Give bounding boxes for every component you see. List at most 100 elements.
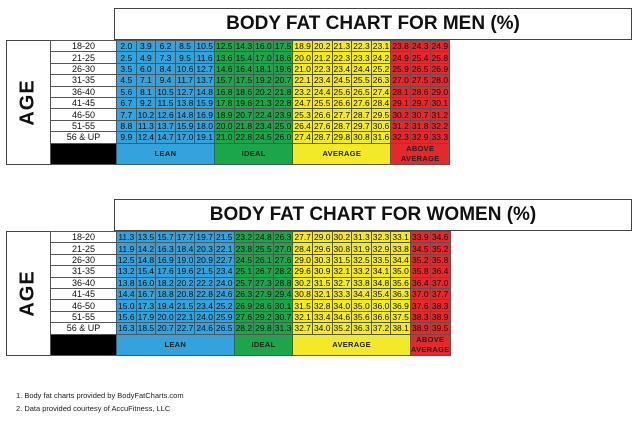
- men-cell: 16.0: [254, 41, 274, 52]
- men-age-group-label: 36-40: [51, 86, 117, 97]
- women-cell: 32.3: [371, 232, 391, 243]
- women-cell: 35.4: [371, 288, 391, 299]
- women-cell: 26.9: [234, 300, 254, 311]
- women-cell: 35.6: [352, 311, 372, 322]
- men-cell: 23.3: [352, 52, 372, 63]
- men-cell: 28.7: [312, 132, 332, 143]
- men-age-group-label: 26-30: [51, 63, 117, 74]
- men-cell: 26.3: [371, 75, 391, 86]
- women-age-group-label: 56 & UP: [51, 323, 117, 334]
- men-cell: 18.6: [273, 52, 293, 63]
- men-cell: 25.3: [293, 109, 313, 120]
- women-cell: 22.8: [195, 288, 215, 299]
- women-cell: 34.4: [391, 254, 411, 265]
- women-cell: 35.0: [391, 266, 411, 277]
- men-cell: 29.7: [352, 120, 372, 131]
- men-cell: 8.8: [117, 120, 137, 131]
- women-cell: 19.4: [156, 300, 176, 311]
- women-cell: 36.0: [371, 300, 391, 311]
- women-cell: 29.0: [312, 232, 332, 243]
- women-row-3: 26-30 12.5 14.8 16.9 19.0 20.9 22.7 24.5 26.1 27.…: [51, 254, 451, 265]
- men-cell: 8.4: [156, 63, 176, 74]
- men-cell: 14.7: [156, 132, 176, 143]
- women-cell: 35.2: [332, 323, 352, 334]
- women-cell: 14.4: [117, 288, 137, 299]
- men-cell: 23.4: [332, 63, 352, 74]
- men-cell: 26.5: [352, 86, 372, 97]
- women-cell: 24.0: [214, 277, 234, 288]
- men-age-group-label: 56 & UP: [51, 132, 117, 143]
- women-cell: 37.5: [391, 311, 411, 322]
- men-row-2: 21-25 2.5 4.9 7.3 9.5 11.6 13.6 15.4 17.0 18.6 20.…: [51, 52, 450, 63]
- men-cell: 2.5: [117, 52, 137, 63]
- men-chart-title: BODY FAT CHART FOR MEN (%): [114, 8, 632, 40]
- women-category-row: LEAN IDEAL AVERAGE ABOVE AVERAGE: [51, 334, 451, 355]
- women-cell: 25.2: [214, 300, 234, 311]
- men-age-axis: AGE: [6, 40, 50, 165]
- men-cell: 13.7: [156, 120, 176, 131]
- women-cell: 26.1: [254, 254, 274, 265]
- men-cell: 10.5: [195, 41, 215, 52]
- men-cell: 21.0: [293, 63, 313, 74]
- women-cell: 36.3: [391, 288, 411, 299]
- men-cell: 27.0: [391, 75, 411, 86]
- women-cell: 34.0: [332, 300, 352, 311]
- men-cell: 14.8: [175, 109, 195, 120]
- women-cell: 21.5: [175, 300, 195, 311]
- women-cell: 34.5: [410, 243, 430, 254]
- men-body-fat-table: 18-20 2.0 3.9 6.2 8.5 10.5 12.5 14.3 16.0 17.5 18.…: [50, 40, 450, 165]
- women-cell: 22.1: [214, 243, 234, 254]
- women-cell: 32.5: [352, 254, 372, 265]
- women-cell: 19.0: [175, 254, 195, 265]
- women-cell: 29.4: [273, 288, 293, 299]
- women-cell: 27.6: [234, 311, 254, 322]
- men-cell: 4.5: [117, 75, 137, 86]
- women-cell: 16.9: [156, 254, 176, 265]
- men-cell: 14.3: [234, 41, 254, 52]
- women-cell: 35.8: [410, 266, 430, 277]
- men-cell: 5.6: [117, 86, 137, 97]
- men-cell: 8.5: [175, 41, 195, 52]
- men-cell: 31.2: [391, 120, 411, 131]
- women-cell: 22.7: [175, 323, 195, 334]
- men-cell: 14.6: [214, 63, 234, 74]
- women-cell: 15.7: [156, 232, 176, 243]
- men-cell: 27.6: [352, 97, 372, 108]
- women-row-2: 21-25 11.9 14.2 16.3 18.4 20.3 22.1 23.8 25.5 27.…: [51, 243, 451, 254]
- men-cell: 18.9: [214, 109, 234, 120]
- men-cell: 12.6: [156, 109, 176, 120]
- men-cell: 24.2: [371, 52, 391, 63]
- women-cell: 29.0: [293, 254, 313, 265]
- men-cell: 23.8: [391, 41, 411, 52]
- men-cell: 29.1: [391, 97, 411, 108]
- men-row-6: 41-45 6.7 9.2 11.5 13.8 15.9 17.8 19.6 21.3 22.8 2…: [51, 97, 450, 108]
- women-cell: 36.9: [391, 300, 411, 311]
- men-cell: 26.9: [430, 63, 450, 74]
- women-cell: 16.3: [156, 243, 176, 254]
- men-cell: 25.8: [430, 52, 450, 63]
- men-cell: 16.9: [195, 109, 215, 120]
- men-cell: 19.6: [234, 97, 254, 108]
- men-cell: 20.0: [214, 120, 234, 131]
- women-cell: 38.3: [430, 300, 450, 311]
- men-cell: 20.7: [234, 109, 254, 120]
- men-cell: 11.6: [195, 52, 215, 63]
- women-cell: 29.6: [312, 243, 332, 254]
- men-cell: 32.3: [391, 132, 411, 143]
- women-cell: 38.9: [410, 323, 430, 334]
- men-cell: 18.9: [293, 41, 313, 52]
- men-row-3: 26-30 3.5 6.0 8.4 10.6 12.7 14.6 16.4 18.1 19.6 21…: [51, 63, 450, 74]
- men-cell: 26.4: [293, 120, 313, 131]
- women-cell: 18.5: [136, 323, 156, 334]
- women-cell: 20.9: [195, 254, 215, 265]
- men-cell: 15.4: [234, 52, 254, 63]
- women-cell: 33.8: [352, 277, 372, 288]
- women-cell: 33.2: [352, 266, 372, 277]
- men-cell: 27.6: [312, 120, 332, 131]
- men-cell: 22.3: [332, 52, 352, 63]
- women-cell: 37.6: [410, 300, 430, 311]
- women-cell: 14.8: [136, 254, 156, 265]
- women-cell: 28.4: [293, 243, 313, 254]
- men-cell: 11.3: [136, 120, 156, 131]
- men-cell: 13.7: [195, 75, 215, 86]
